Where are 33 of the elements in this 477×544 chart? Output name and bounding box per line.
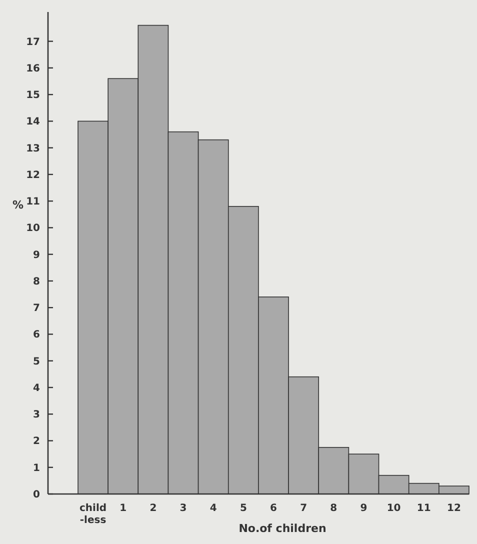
x-tick-label: 9 <box>360 503 368 514</box>
x-tick-label: 8 <box>330 503 338 514</box>
y-tick-label: 4 <box>33 382 40 394</box>
x-tick-label: 3 <box>180 503 187 514</box>
y-tick-label: 5 <box>33 356 40 368</box>
y-tick-label: 14 <box>26 116 40 128</box>
x-tick-label: 7 <box>300 503 308 514</box>
y-tick-label: 13 <box>26 143 40 154</box>
x-tick-label: 6 <box>270 503 278 514</box>
y-tick-label: 11 <box>26 196 40 208</box>
y-tick-label: 12 <box>26 170 40 181</box>
y-tick-label: 1 <box>33 462 40 474</box>
x-tick-label: 10 <box>386 503 401 514</box>
y-tick-label: 15 <box>26 90 40 102</box>
y-tick-label: 16 <box>26 63 40 74</box>
x-tick-label: 4 <box>210 503 217 514</box>
x-tick-label: child -less <box>80 503 107 526</box>
x-axis-title: No.of children <box>238 522 326 535</box>
y-tick-label: 0 <box>33 490 40 500</box>
x-tick-label: 11 <box>416 503 431 514</box>
x-tick-label: 5 <box>240 503 247 514</box>
y-tick-label: 9 <box>33 250 40 261</box>
y-axis-title: % <box>12 198 24 212</box>
y-tick-label: 7 <box>33 303 40 314</box>
y-tick-label: 2 <box>33 436 40 448</box>
y-tick-label: 8 <box>33 276 40 288</box>
x-tick-label: 12 <box>447 503 461 514</box>
x-tick-label: 1 <box>120 503 127 514</box>
y-tick-label: 10 <box>26 223 40 234</box>
y-tick-label: 3 <box>33 410 40 421</box>
y-tick-label: 6 <box>33 330 40 341</box>
x-tick-label: 2 <box>150 503 157 514</box>
y-tick-label: 17 <box>26 36 40 48</box>
